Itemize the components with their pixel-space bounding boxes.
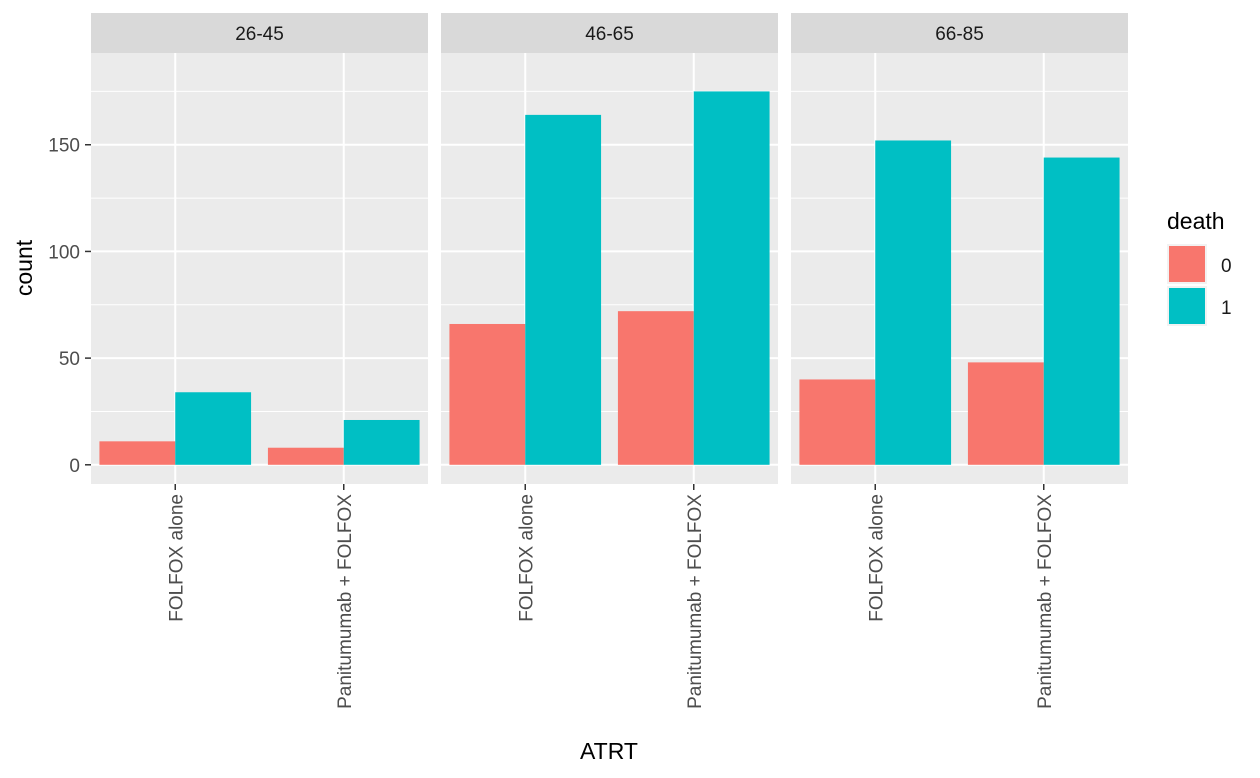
y-tick-label: 100 <box>48 242 80 263</box>
facet-strip <box>791 13 1128 53</box>
bar-26-45-2-death-0 <box>267 447 344 465</box>
x-tick-label: FOLFOX alone <box>866 494 887 622</box>
bar-26-45-2-death-1 <box>343 419 420 465</box>
y-tick-label: 0 <box>69 456 80 477</box>
bar-66-85-1-death-1 <box>875 140 952 465</box>
facet-strip-label: 26-45 <box>235 24 284 45</box>
bar-66-85-2-death-1 <box>1043 157 1120 465</box>
facet-strip-label: 46-65 <box>585 24 634 45</box>
legend-swatch-0 <box>1169 246 1205 282</box>
facet-strip <box>91 13 428 53</box>
x-axis-title: ATRT <box>580 738 638 764</box>
x-tick-label: FOLFOX alone <box>516 494 537 622</box>
y-tick-label: 150 <box>48 136 80 157</box>
facet-panel-66-85: 66-85 FOLFOX alone Panitumumab + FOLFOX <box>791 13 1128 709</box>
legend-swatch-1 <box>1169 288 1205 324</box>
facet-panel-26-45: 26-45 FOLFOX alone Panitumumab + FOLFOX <box>91 13 428 709</box>
x-tick-label: Panitumumab + FOLFOX <box>335 494 356 709</box>
y-tick-label: 50 <box>59 349 80 370</box>
bar-46-65-1-death-1 <box>525 114 602 465</box>
x-tick-label: Panitumumab + FOLFOX <box>1035 494 1056 709</box>
facet-strip <box>441 13 778 53</box>
y-axis-title: count <box>11 239 37 296</box>
facet-strip-label: 66-85 <box>935 24 984 45</box>
bar-26-45-1-death-1 <box>175 392 252 465</box>
legend-label-1: 1 <box>1221 298 1232 319</box>
bar-66-85-1-death-0 <box>799 379 876 465</box>
x-tick-label: Panitumumab + FOLFOX <box>685 494 706 709</box>
panel-background <box>91 53 428 484</box>
bar-46-65-1-death-0 <box>449 323 526 465</box>
legend: death 0 1 <box>1167 208 1232 326</box>
y-axis: 0 50 100 150 <box>48 136 91 477</box>
facet-panel-46-65: 46-65 FOLFOX alone Panitumumab + FOLFOX <box>441 13 778 709</box>
x-tick-label: FOLFOX alone <box>166 494 187 622</box>
bar-66-85-2-death-0 <box>967 362 1044 465</box>
legend-title: death <box>1167 208 1225 234</box>
bar-46-65-2-death-1 <box>693 91 770 465</box>
bar-46-65-2-death-0 <box>617 311 694 465</box>
bar-26-45-1-death-0 <box>99 441 176 465</box>
legend-label-0: 0 <box>1221 256 1232 277</box>
